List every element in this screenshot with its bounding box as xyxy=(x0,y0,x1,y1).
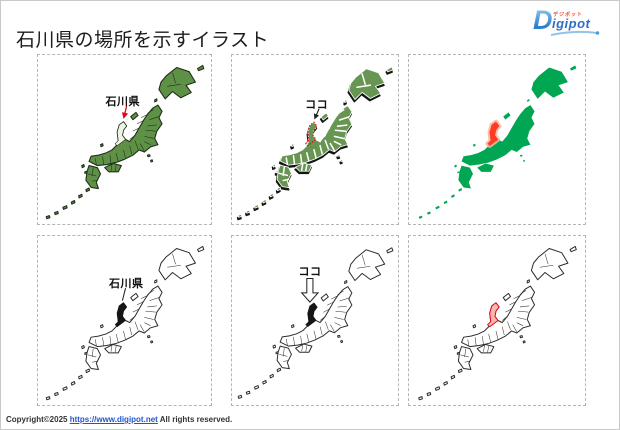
map-panel-green-bordered: 石川県 xyxy=(37,54,212,225)
japan-islands xyxy=(45,245,205,401)
map-panel-green-solid xyxy=(408,54,586,225)
red-arrow-icon xyxy=(121,105,129,119)
map-label: 石川県 xyxy=(105,95,141,108)
pointer-line xyxy=(121,288,127,301)
map-panel-white-labeled: 石川県 xyxy=(37,235,212,406)
japan-islands xyxy=(45,64,205,220)
block-arrow-icon xyxy=(300,277,320,303)
copyright-notice: Copyright©2025 https://www.digipot.net A… xyxy=(6,415,232,424)
map-label: ココ xyxy=(305,99,329,111)
copyright-suffix: All rights reserved. xyxy=(157,415,233,424)
logo-kana-text: デジポット xyxy=(553,12,584,18)
japan-map xyxy=(45,64,205,220)
japan-map xyxy=(45,245,205,401)
logo-letter-d: D xyxy=(533,5,553,35)
map-panel-white-plain xyxy=(408,235,586,406)
map-panel-white-koko: ココ xyxy=(231,235,399,406)
japan-map xyxy=(236,66,394,221)
logo-swoosh-icon xyxy=(550,30,600,36)
logo-wordmark: igipot xyxy=(552,16,591,31)
map-panel-green-mosaic: ココ xyxy=(231,54,399,225)
digipot-link[interactable]: https://www.digipot.net xyxy=(69,415,158,424)
japan-map xyxy=(418,245,577,401)
japan-islands xyxy=(237,66,394,218)
japan-map xyxy=(418,65,577,219)
map-label: 石川県 xyxy=(108,278,144,291)
japan-map xyxy=(237,247,394,399)
map-label: ココ xyxy=(298,266,322,279)
copyright-prefix: Copyright©2025 xyxy=(6,415,70,424)
japan-islands xyxy=(418,245,577,401)
page-title: 石川県の場所を示すイラスト xyxy=(16,29,270,51)
black-arrow-icon xyxy=(314,108,320,120)
digipot-logo[interactable]: D デジポット igipot xyxy=(533,5,603,39)
